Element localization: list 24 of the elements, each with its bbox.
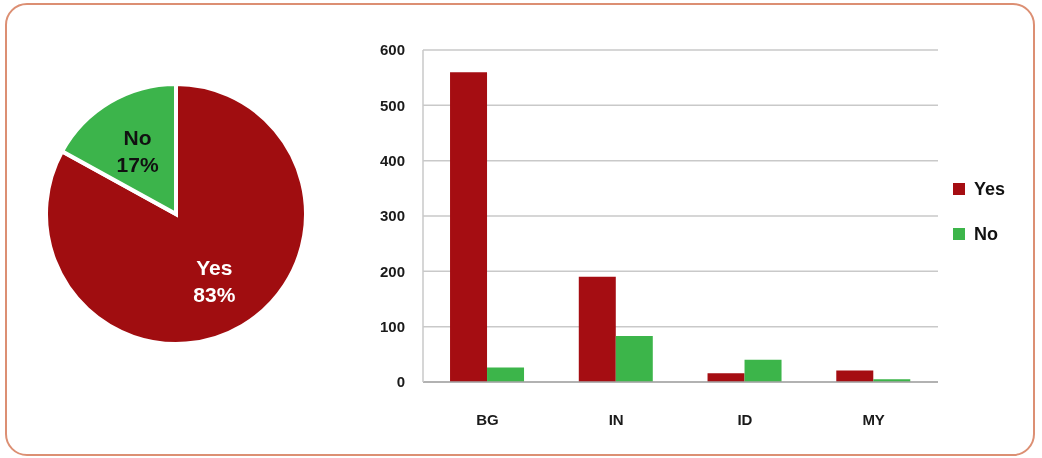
bar (744, 359, 782, 382)
bar (836, 370, 874, 382)
data-label: 83% (193, 282, 236, 306)
bar (707, 373, 745, 382)
x-tick-label: ID (737, 410, 753, 428)
legend-label: No (974, 223, 998, 245)
x-tick-label: BG (476, 410, 499, 428)
bar (615, 336, 653, 382)
bar (578, 276, 616, 382)
y-tick-label: 400 (379, 151, 405, 169)
y-tick-label: 0 (396, 373, 405, 391)
y-tick-label: 100 (379, 317, 405, 335)
bar (487, 367, 525, 382)
y-tick-label: 600 (379, 41, 405, 59)
y-tick-label: 300 (379, 207, 405, 225)
slice-label: Yes (196, 255, 233, 279)
bar (450, 72, 488, 382)
x-tick-label: MY (862, 410, 885, 428)
legend-label: Yes (974, 178, 1006, 200)
x-tick-label: IN (608, 410, 624, 428)
y-tick-label: 500 (379, 96, 405, 114)
data-label: 17% (116, 153, 159, 177)
slice-label: No (123, 126, 152, 150)
y-tick-label: 200 (379, 262, 405, 280)
